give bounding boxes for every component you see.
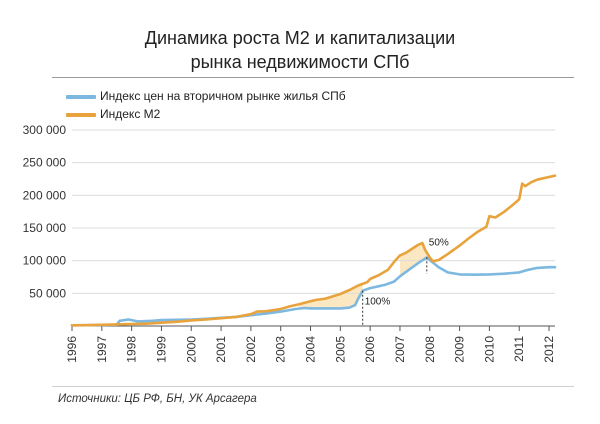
x-tick-label: 2012 [542,336,556,363]
x-tick-label: 2002 [244,336,258,363]
x-tick-label: 2001 [214,336,228,363]
x-tick-label: 1996 [65,336,79,363]
chart-title-line-1: Динамика роста М2 и капитализации [144,28,456,48]
x-tick-label: 2006 [363,336,377,363]
x-tick-label: 2010 [482,336,496,363]
title-divider [52,77,574,78]
source-divider [52,386,574,387]
legend-item-housing: Индекс цен на вторичном рынке жилья СПб [66,89,346,103]
x-tick-label: 2003 [274,336,288,363]
source-note: Источники: ЦБ РФ, БН, УК Арсагера [58,393,257,405]
legend-item-m2: Индекс М2 [66,107,160,121]
x-tick-label: 2005 [333,336,347,363]
y-tick-label: 100 000 [23,254,67,268]
annotation-label-1: 100% [365,296,391,307]
chart-title-line-2: рынка недвижимости СПб [190,52,410,72]
x-tick-label: 1999 [154,336,168,363]
legend-label-housing: Индекс цен на вторичном рынке жилья СПб [100,89,346,103]
y-tick-label: 50 000 [29,286,66,300]
y-tick-label: 200 000 [23,188,67,202]
series-line-m2 [70,174,557,327]
y-tick-label: 250 000 [23,156,67,170]
x-tick-label: 2011 [512,336,526,362]
x-tick-label: 1997 [95,336,109,363]
series-line-housing [70,256,557,327]
x-tick-label: 2000 [184,336,198,363]
legend-label-m2: Индекс М2 [100,107,161,121]
x-tick-label: 1998 [125,336,139,363]
x-tick-label: 2008 [423,336,437,363]
annotation-label-2: 50% [429,238,449,249]
shaded-gap-1 [298,283,363,309]
y-tick-label: 150 000 [23,221,67,235]
chart-title: Динамика роста М2 и капитализации рынка … [0,26,600,74]
legend-swatch-housing [66,94,96,99]
x-tick-label: 2004 [304,336,318,363]
x-tick-label: 2007 [393,336,407,363]
x-tick-label: 2009 [453,336,467,363]
legend-swatch-m2 [66,112,96,117]
y-tick-label: 300 000 [23,123,67,137]
shaded-gap-2 [400,243,427,277]
